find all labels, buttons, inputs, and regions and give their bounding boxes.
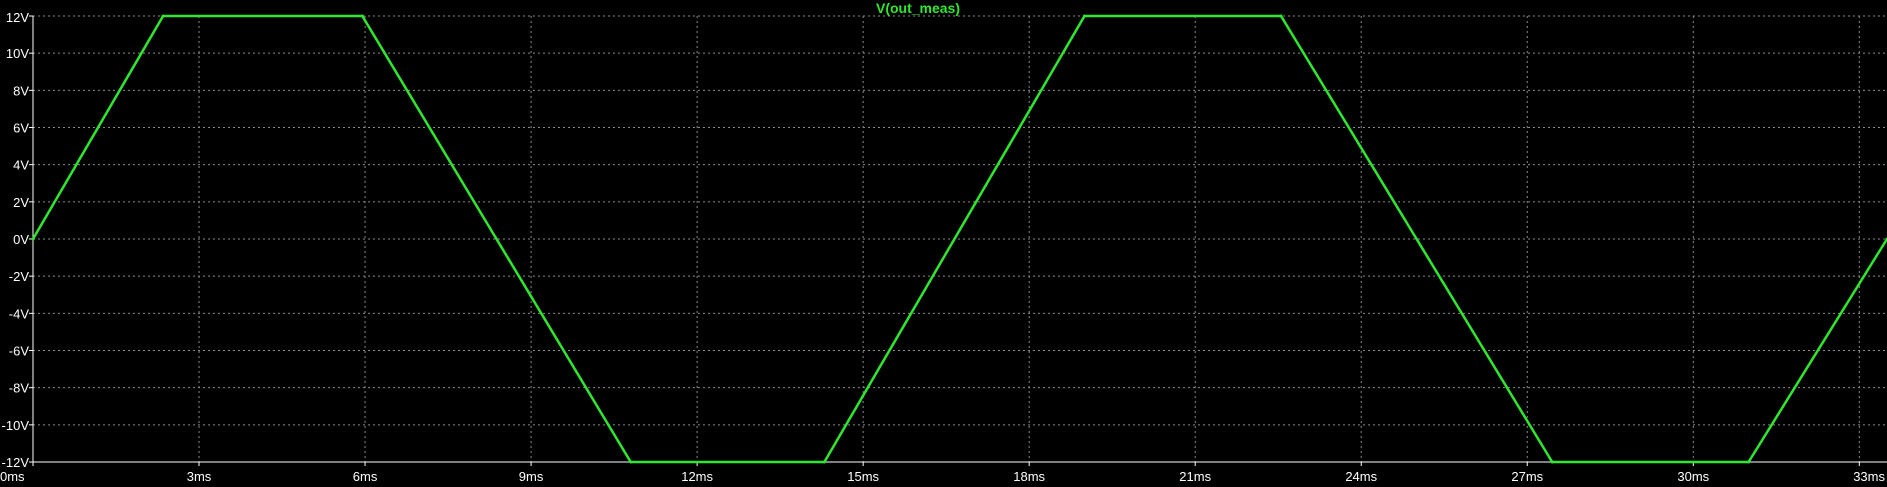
y-tick-label: 4V [13,158,29,173]
y-tick-label: 6V [13,121,29,136]
data-point [360,14,364,18]
data-point [31,237,35,241]
chart-title: V(out_meas) [876,0,960,16]
x-tick-label: 6ms [353,469,378,484]
x-tick-label: 21ms [1179,469,1211,484]
y-tick-label: 0V [13,232,29,247]
y-tick-label: 10V [6,46,29,61]
x-tick-label: 24ms [1345,469,1377,484]
data-point [161,14,165,18]
tick-labels: 0ms 3ms 6ms 9ms 12ms 15ms 18ms 21ms 24ms 27ms 30ms… [0,10,1885,484]
y-tick-label: -4V [9,306,30,321]
x-tick-label: 27ms [1511,469,1543,484]
y-tick-label: -10V [2,418,30,433]
data-point [1747,460,1751,464]
data-point [1083,14,1087,18]
data-point [1550,460,1554,464]
grid-lines [33,15,1887,462]
y-tick-label: 8V [13,83,29,98]
y-tick-label: -6V [9,344,30,359]
x-tick-label: 9ms [519,469,544,484]
x-tick-label: 30ms [1677,469,1709,484]
data-point [629,460,633,464]
y-tick-label: 12V [6,10,29,25]
x-tick-label: 3ms [187,469,212,484]
x-tick-label: 0ms [0,469,25,484]
x-tick-label: 18ms [1013,469,1045,484]
data-point [822,460,826,464]
y-tick-label: -2V [9,269,30,284]
x-tick-label: 33ms [1853,469,1885,484]
y-tick-label: 2V [13,195,29,210]
series-line[interactable] [31,14,1887,464]
x-tick-label: 12ms [681,469,713,484]
x-tick-label: 15ms [847,469,879,484]
data-point [1279,14,1283,18]
y-tick-label: -12V [2,455,30,470]
series-group [31,14,1887,464]
y-tick-label: -8V [9,381,30,396]
